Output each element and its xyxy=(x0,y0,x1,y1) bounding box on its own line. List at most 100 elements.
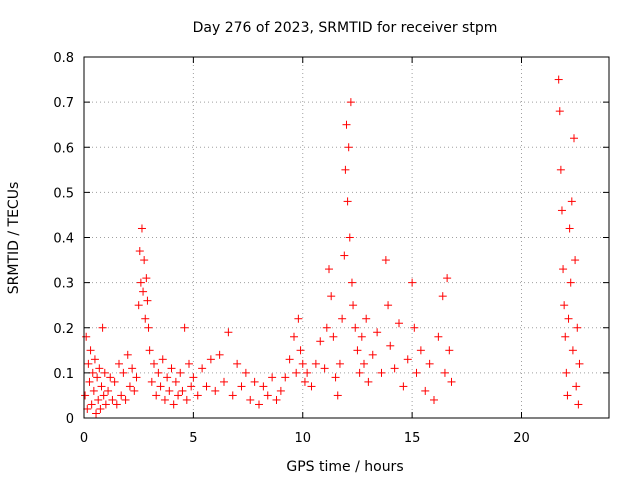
data-point xyxy=(228,391,237,400)
y-tick-label: 0 xyxy=(66,412,74,427)
data-point xyxy=(353,346,362,355)
data-point xyxy=(341,165,350,174)
data-point xyxy=(349,301,358,310)
data-point xyxy=(178,386,187,395)
data-point xyxy=(84,359,93,368)
data-point xyxy=(445,346,454,355)
data-point xyxy=(88,368,97,377)
data-point xyxy=(182,395,191,404)
data-point xyxy=(556,165,565,174)
data-point xyxy=(169,400,178,409)
data-point xyxy=(85,377,94,386)
x-tick-label: 15 xyxy=(404,431,421,446)
data-point xyxy=(410,323,419,332)
data-point xyxy=(292,368,301,377)
y-tick-label: 0.5 xyxy=(53,186,74,201)
data-point xyxy=(373,328,382,337)
data-point xyxy=(571,256,580,265)
data-point xyxy=(307,382,316,391)
data-point xyxy=(112,400,121,409)
data-point xyxy=(233,359,242,368)
data-point xyxy=(440,368,449,377)
grid-lines xyxy=(84,57,609,418)
y-axis-label: SRMTID / TECUs xyxy=(6,182,22,295)
data-point xyxy=(272,395,281,404)
data-point xyxy=(574,400,583,409)
data-point xyxy=(104,386,113,395)
data-point xyxy=(241,368,250,377)
data-point xyxy=(567,197,576,206)
data-point xyxy=(298,359,307,368)
data-point xyxy=(421,386,430,395)
data-point xyxy=(93,373,102,382)
data-point xyxy=(110,377,119,386)
data-point xyxy=(83,404,92,413)
data-point xyxy=(384,301,393,310)
data-point xyxy=(117,391,126,400)
data-point xyxy=(322,323,331,332)
data-point xyxy=(95,364,104,373)
data-point xyxy=(562,368,571,377)
x-tick-label: 20 xyxy=(513,431,530,446)
x-axis-label: GPS time / hours xyxy=(286,459,403,475)
data-point xyxy=(206,355,215,364)
data-point xyxy=(106,373,115,382)
data-point xyxy=(130,386,139,395)
data-point xyxy=(416,346,425,355)
data-point xyxy=(135,247,144,256)
data-point xyxy=(564,314,573,323)
data-point xyxy=(90,355,99,364)
data-point xyxy=(296,346,305,355)
data-point xyxy=(560,301,569,310)
data-point xyxy=(185,359,193,368)
data-point xyxy=(377,368,386,377)
data-point xyxy=(340,251,349,260)
data-point xyxy=(438,292,447,301)
data-point xyxy=(572,382,581,391)
data-point xyxy=(360,359,368,368)
x-tick-label: 10 xyxy=(294,431,311,446)
data-point xyxy=(94,395,103,404)
data-point xyxy=(300,377,309,386)
data-point xyxy=(347,278,356,287)
data-point xyxy=(139,287,148,296)
data-point xyxy=(142,274,151,283)
data-point xyxy=(333,391,342,400)
data-point xyxy=(557,206,566,215)
data-point xyxy=(82,332,91,341)
data-point xyxy=(276,386,285,395)
data-point xyxy=(342,120,351,129)
data-point xyxy=(263,391,272,400)
data-point xyxy=(215,350,224,359)
y-tick-label: 0.3 xyxy=(53,277,74,292)
data-point xyxy=(250,377,259,386)
data-point xyxy=(132,373,141,382)
data-point xyxy=(555,107,564,116)
data-point xyxy=(331,373,340,382)
data-point xyxy=(575,359,584,368)
data-point xyxy=(224,328,233,337)
data-point xyxy=(346,98,355,107)
data-point xyxy=(303,368,312,377)
data-point xyxy=(137,224,146,233)
data-point xyxy=(425,359,434,368)
data-point xyxy=(430,395,438,404)
data-point xyxy=(255,400,263,409)
y-tick-label: 0.6 xyxy=(53,141,74,156)
y-tick-label: 0.4 xyxy=(53,232,74,247)
data-point xyxy=(143,296,152,305)
data-point xyxy=(154,368,163,377)
data-point xyxy=(386,341,395,350)
data-point xyxy=(125,382,134,391)
data-point xyxy=(344,143,353,152)
data-point xyxy=(144,323,153,332)
data-point xyxy=(140,256,149,265)
data-point xyxy=(237,382,246,391)
data-point xyxy=(565,224,574,233)
data-point xyxy=(570,134,578,143)
data-point xyxy=(290,332,298,341)
data-point xyxy=(343,197,352,206)
data-point xyxy=(325,265,333,274)
data-point xyxy=(573,323,582,332)
data-point xyxy=(87,400,96,409)
